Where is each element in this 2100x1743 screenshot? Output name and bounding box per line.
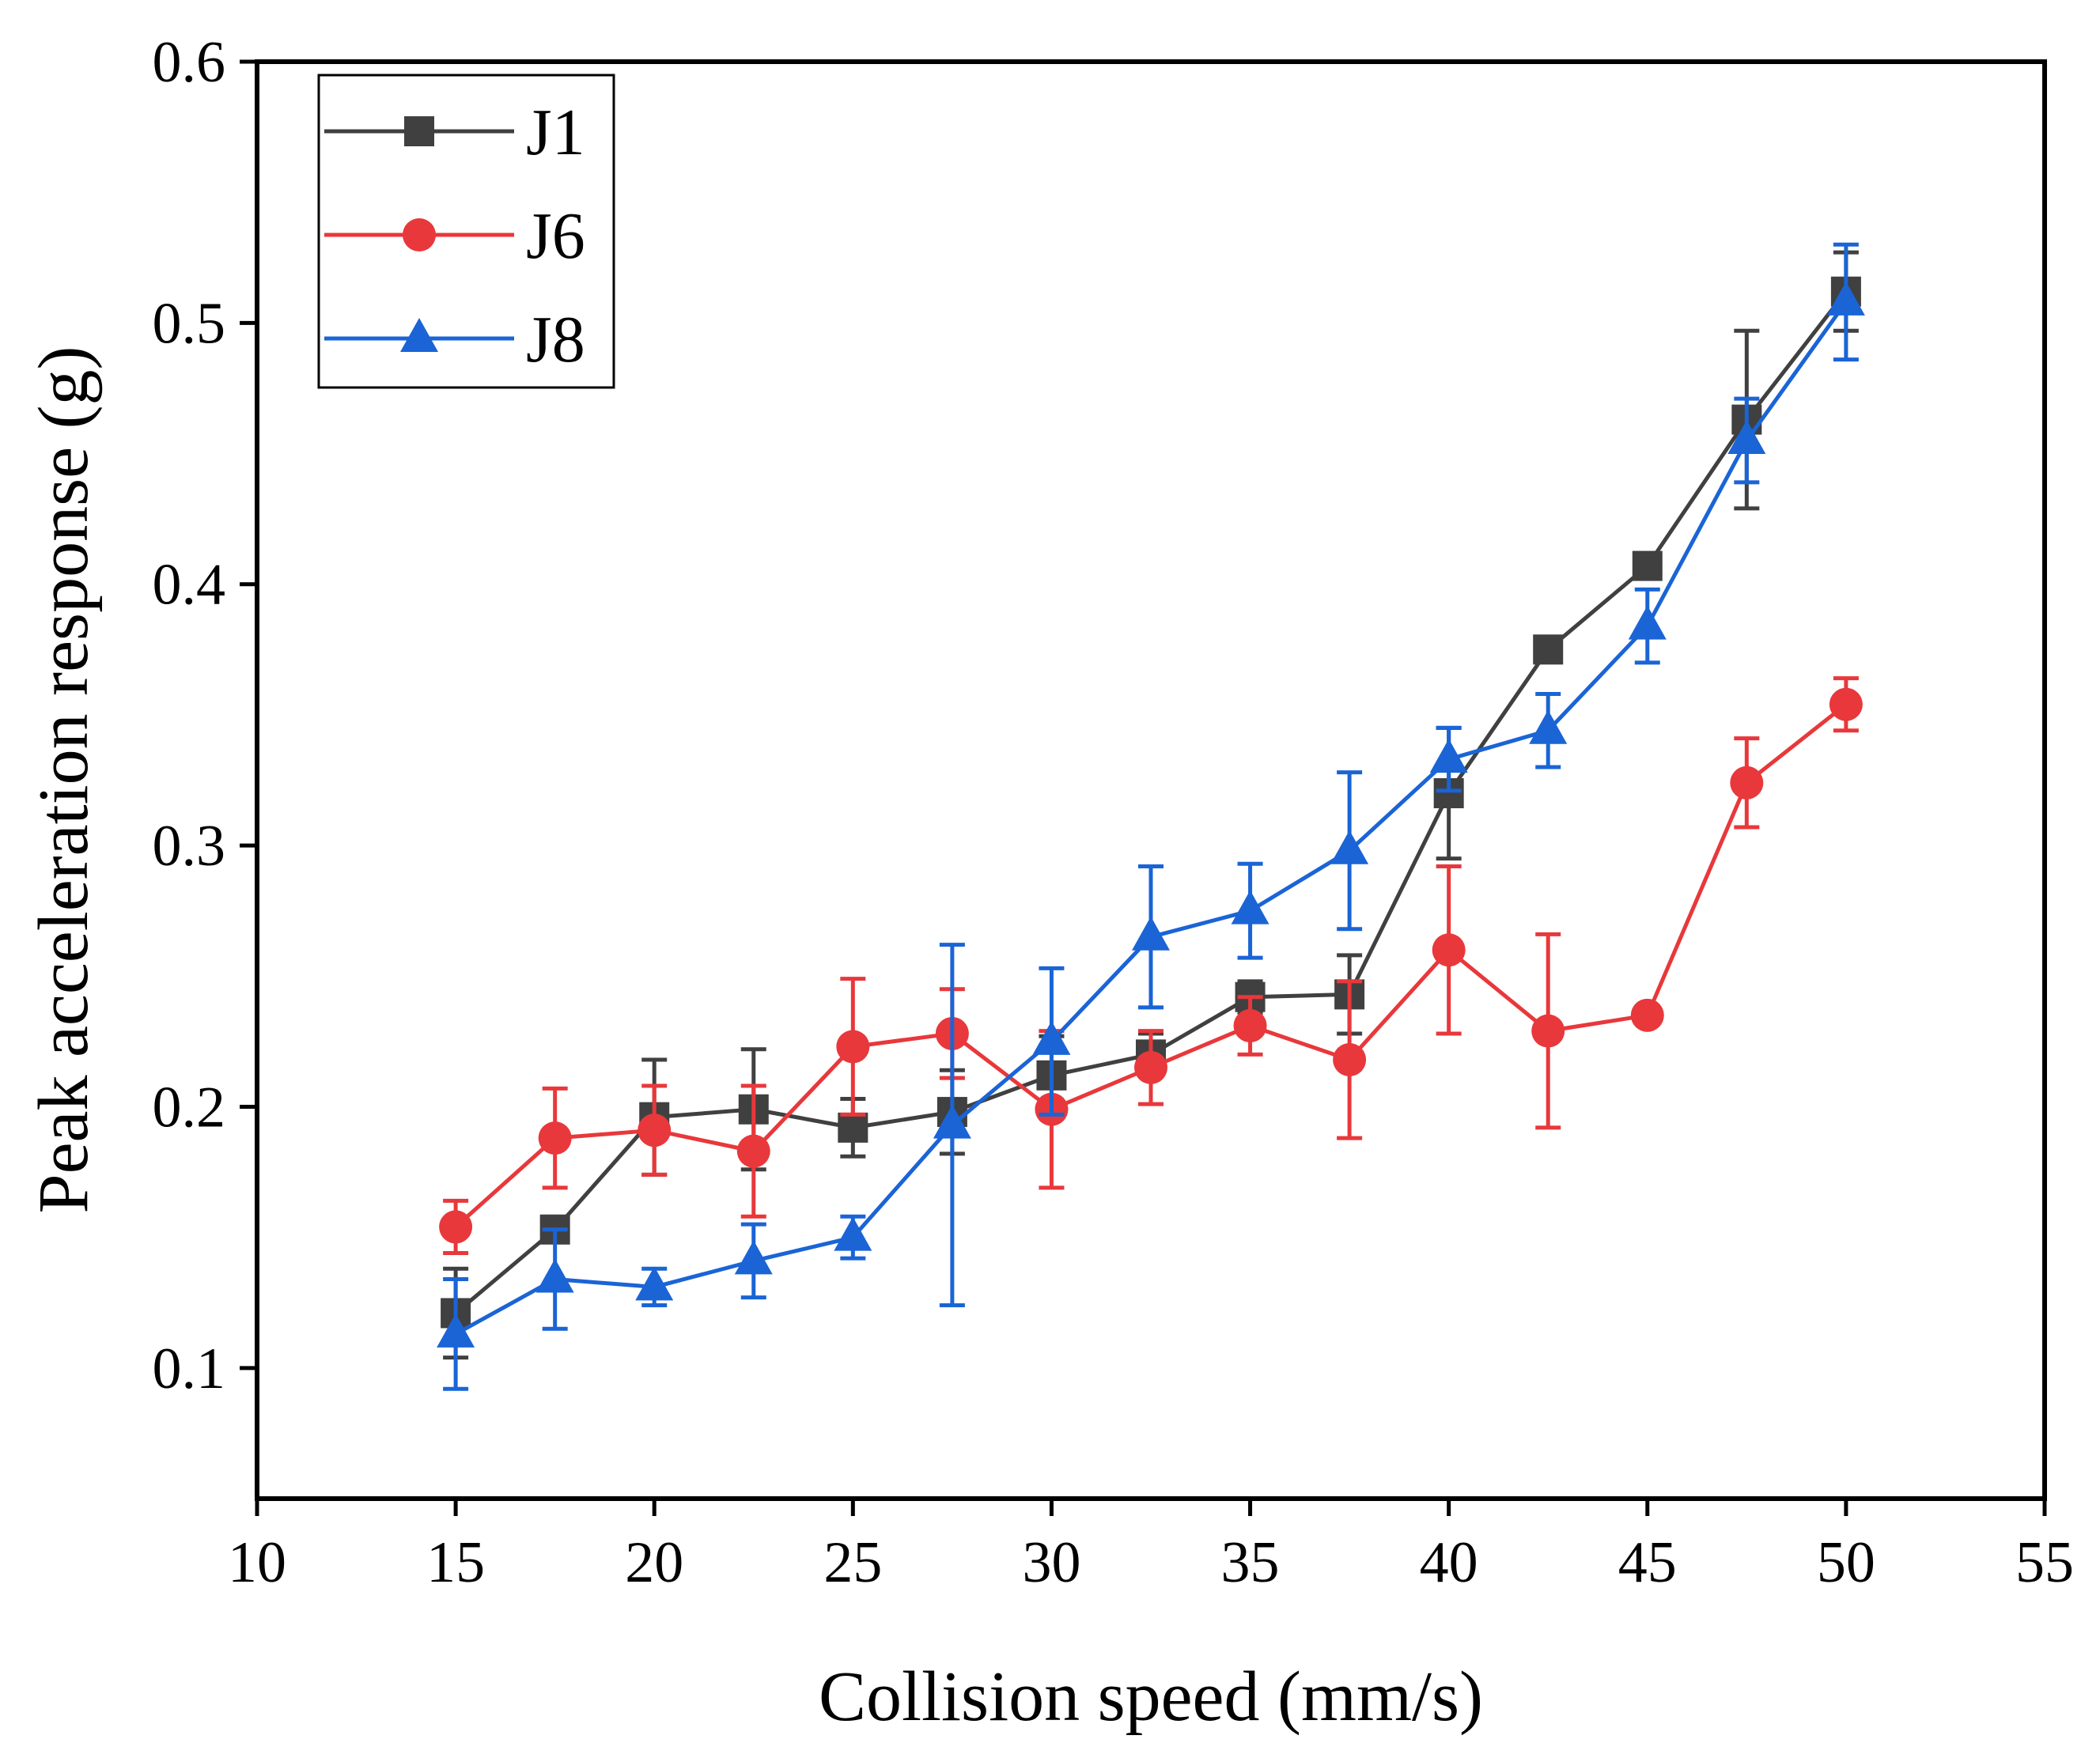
legend-marker [404, 116, 434, 146]
series-j6 [439, 676, 1863, 1255]
y-tick-label: 0.3 [153, 814, 226, 879]
y-axis-title: Peak acceleration response (g) [25, 346, 103, 1214]
data-point [838, 1112, 868, 1143]
data-point [834, 1216, 872, 1251]
legend-marker [403, 218, 436, 251]
x-tick-label: 45 [1618, 1530, 1677, 1595]
y-axis: 0.1 0.2 0.3 0.4 0.5 0.6 [153, 30, 257, 1401]
legend-label: J6 [526, 199, 585, 273]
legend-label: J8 [526, 303, 585, 376]
data-point [734, 1240, 773, 1275]
x-tick-label: 40 [1420, 1530, 1478, 1595]
data-point [535, 1258, 574, 1293]
x-tick-label: 15 [426, 1530, 485, 1595]
y-tick-label: 0.6 [153, 30, 226, 95]
data-point [1727, 420, 1766, 455]
y-tick-label: 0.1 [153, 1337, 226, 1401]
data-point [1429, 739, 1468, 773]
data-point [836, 1030, 870, 1064]
data-point [736, 1134, 770, 1168]
y-tick-label: 0.2 [153, 1075, 226, 1140]
data-point [1533, 634, 1564, 665]
data-point [1432, 933, 1466, 967]
y-tick-label: 0.4 [153, 553, 226, 618]
x-tick-label: 20 [625, 1530, 683, 1595]
x-tick-label: 55 [2015, 1530, 2074, 1595]
data-point [439, 1210, 473, 1244]
legend-item-j1: J1 [324, 96, 585, 169]
data-point [1032, 1020, 1071, 1055]
data-point [1632, 550, 1663, 581]
x-tick-label: 30 [1022, 1530, 1080, 1595]
series-j1 [441, 250, 1861, 1360]
data-point [1826, 281, 1865, 316]
data-point [1730, 766, 1764, 800]
data-point [1233, 1009, 1267, 1043]
legend-marker [400, 318, 438, 352]
data-point [1529, 709, 1568, 744]
x-tick-label: 35 [1221, 1530, 1280, 1595]
data-point [1829, 687, 1863, 721]
legend-item-j6: J6 [324, 199, 585, 273]
data-point [638, 1113, 672, 1148]
data-point [538, 1121, 572, 1155]
data-point [437, 1313, 475, 1348]
x-axis: 10 15 20 25 30 35 40 45 50 55 [228, 1499, 2074, 1595]
data-point [1330, 830, 1369, 864]
series-j8 [437, 242, 1865, 1391]
x-tick-label: 50 [1817, 1530, 1875, 1595]
data-point [1132, 916, 1170, 951]
x-axis-title: Collision speed (mm/s) [819, 1658, 1483, 1736]
legend-item-j8: J8 [324, 303, 585, 376]
series-line [454, 301, 1848, 1337]
x-tick-label: 10 [228, 1530, 286, 1595]
data-point [1630, 998, 1664, 1032]
data-point [1134, 1050, 1167, 1084]
data-point [933, 1104, 971, 1139]
data-point [1231, 890, 1269, 924]
legend-box [317, 74, 615, 389]
y-tick-label: 0.5 [153, 291, 226, 356]
x-tick-label: 25 [823, 1530, 882, 1595]
legend-label: J1 [526, 96, 585, 169]
series-line [454, 290, 1848, 1315]
data-point [1333, 1042, 1367, 1076]
data-point [635, 1266, 674, 1301]
data-point [1628, 605, 1667, 640]
data-point [1531, 1014, 1565, 1048]
legend: J1 J6 J8 [317, 74, 615, 389]
plot-frame [255, 59, 2047, 1501]
series-layer [437, 242, 1865, 1391]
